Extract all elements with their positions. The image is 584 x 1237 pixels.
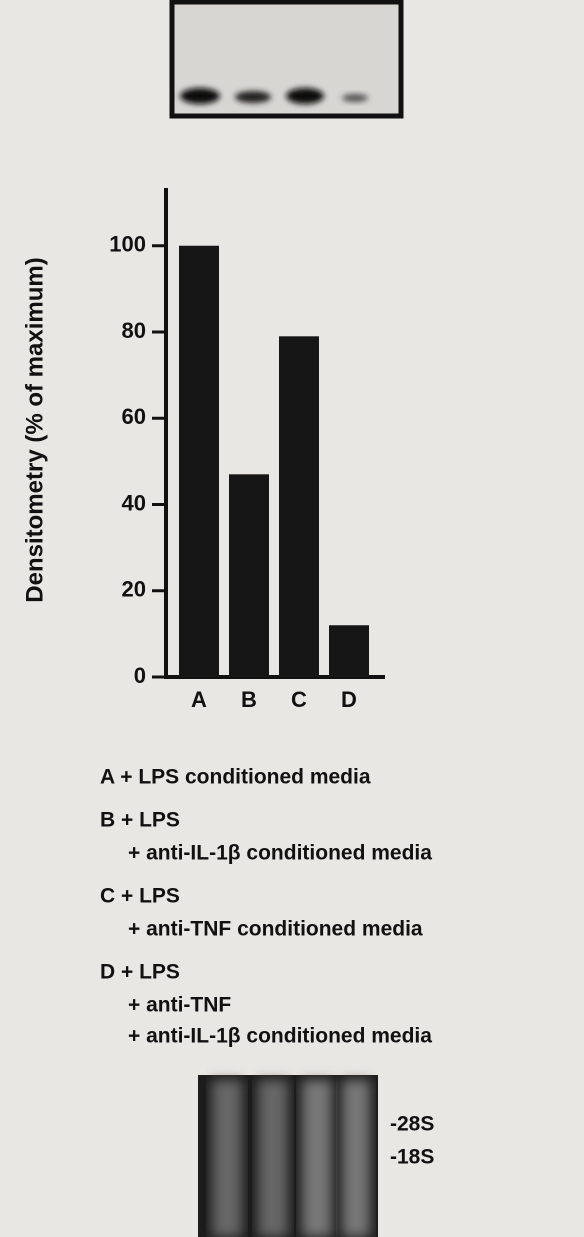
key-line: + anti-IL-1β conditioned media [128, 1025, 432, 1048]
bar [279, 336, 319, 677]
key-line: D + LPS [100, 961, 180, 984]
top-blot [169, 0, 404, 119]
key-line: A + LPS conditioned media [100, 766, 371, 789]
y-axis-label: Densitometry (% of maximum) [21, 257, 48, 602]
y-tick-label: 80 [122, 318, 146, 343]
y-tick-label: 100 [109, 232, 146, 257]
y-tick-label: 60 [122, 404, 146, 429]
gel-label: -18S [390, 1146, 434, 1169]
y-tick-label: 0 [134, 663, 146, 688]
y-tick-label: 40 [122, 490, 146, 515]
x-tick-label: C [291, 687, 307, 712]
bottom-gel [198, 1075, 378, 1237]
x-tick-label: D [341, 687, 357, 712]
key-line: + anti-TNF conditioned media [128, 918, 423, 941]
y-tick-label: 20 [122, 577, 146, 602]
key-line: + anti-IL-1β conditioned media [128, 842, 432, 865]
bar [329, 625, 369, 677]
x-tick-label: B [241, 687, 257, 712]
x-tick-label: A [191, 687, 207, 712]
key-line: B + LPS [100, 809, 180, 832]
key-line: C + LPS [100, 885, 180, 908]
gel-label: -28S [390, 1113, 434, 1136]
key-line: + anti-TNF [128, 994, 231, 1017]
bar [229, 474, 269, 677]
bar [179, 245, 219, 677]
